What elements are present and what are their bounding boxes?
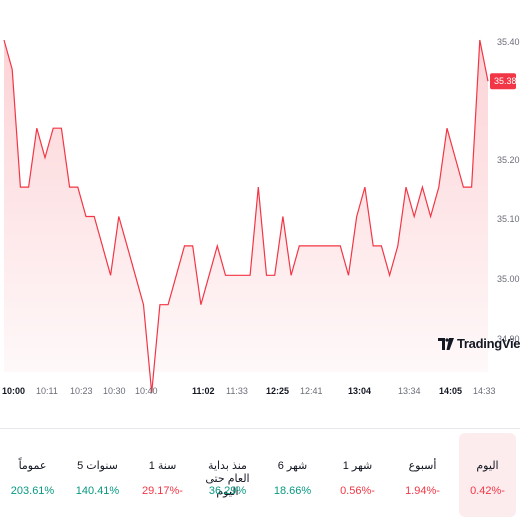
performance-period-tab[interactable]: منذ بداية العام حتى اليوم 36.29% — [199, 433, 256, 517]
performance-period-label: منذ بداية العام حتى اليوم — [205, 460, 250, 498]
y-axis: 35.40 35.20 35.10 35.00 34.90 — [497, 37, 520, 344]
performance-period-tab[interactable]: 6 شهر 18.66% — [264, 433, 321, 517]
x-axis: 10:00 10:11 10:23 10:30 10:40 11:02 11:33 12:25… — [2, 386, 496, 396]
chart-canvas[interactable]: 35.40 35.20 35.10 35.00 34.90 10:00 10:11 10:2… — [0, 0, 520, 400]
performance-period-tab[interactable]: 1 شهر 0.56%- — [329, 433, 386, 517]
y-axis-tick-label: 35.20 — [497, 155, 520, 165]
y-axis-tick-label: 35.40 — [497, 37, 520, 47]
price-chart[interactable]: 35.40 35.20 35.10 35.00 34.90 10:00 10:11 10:2… — [0, 0, 520, 400]
performance-bar: اليوم 0.42%- أسبوع 1.94%- 1 شهر 0.56%- 6 شهر 18… — [0, 428, 520, 521]
price-area-fill — [4, 40, 488, 393]
performance-period-label: عموماً — [18, 460, 47, 472]
x-axis-tick-label: 14:05 — [439, 386, 462, 396]
x-axis-tick-label: 10:11 — [36, 386, 58, 396]
performance-change-value: 0.56%- — [340, 485, 375, 497]
x-axis-tick-label: 13:34 — [398, 386, 421, 396]
performance-period-tab[interactable]: أسبوع 1.94%- — [394, 433, 451, 517]
performance-period-label: 1 شهر — [342, 460, 373, 472]
performance-change-value: 29.17%- — [142, 485, 183, 497]
x-axis-tick-label: 12:41 — [300, 386, 323, 396]
x-axis-tick-label: 11:33 — [226, 386, 248, 396]
performance-change-value: 36.29% — [208, 485, 247, 497]
performance-change-value: 203.61% — [10, 485, 55, 497]
y-axis-tick-label: 35.10 — [497, 214, 520, 224]
x-axis-tick-label: 10:00 — [2, 386, 25, 396]
last-price-badge: 35.38 — [490, 73, 517, 90]
performance-period-tab[interactable]: 5 سنوات 140.41% — [69, 433, 126, 517]
performance-period-label: 5 سنوات — [77, 460, 118, 472]
price-line-layer — [3, 39, 489, 393]
tradingview-logo-text: TradingView — [457, 336, 520, 351]
x-axis-tick-label: 13:04 — [348, 386, 371, 396]
y-axis-tick-label: 35.00 — [497, 274, 520, 284]
performance-change-value: 0.42%- — [470, 485, 505, 497]
last-price-badge-bg — [490, 73, 516, 90]
performance-period-label: أسبوع — [408, 460, 437, 472]
performance-change-value: 18.66% — [273, 485, 312, 497]
performance-period-label: 1 سنة — [148, 460, 177, 472]
x-axis-tick-label: 12:25 — [266, 386, 289, 396]
performance-period-tab[interactable]: اليوم 0.42%- — [459, 433, 516, 517]
x-axis-tick-label: 10:30 — [103, 386, 126, 396]
performance-change-value: 1.94%- — [405, 485, 440, 497]
x-axis-tick-label: 10:23 — [70, 386, 93, 396]
performance-period-label: 6 شهر — [277, 460, 308, 472]
x-axis-tick-label: 14:33 — [473, 386, 496, 396]
tradingview-logo-icon — [438, 337, 454, 350]
performance-period-tab[interactable]: 1 سنة 29.17%- — [134, 433, 191, 517]
y-axis-tick-label: 34.90 — [497, 334, 520, 344]
area-fill-layer — [4, 40, 488, 393]
tradingview-logo[interactable]: TradingView — [438, 336, 520, 351]
last-price-value: 35.38 — [494, 76, 517, 86]
x-axis-tick-label: 10:40 — [135, 386, 158, 396]
performance-change-value: 140.41% — [75, 485, 120, 497]
x-axis-tick-label: 11:02 — [192, 386, 215, 396]
performance-period-tab[interactable]: عموماً 203.61% — [4, 433, 61, 517]
performance-period-label: اليوم — [476, 460, 499, 472]
price-line — [3, 39, 489, 393]
